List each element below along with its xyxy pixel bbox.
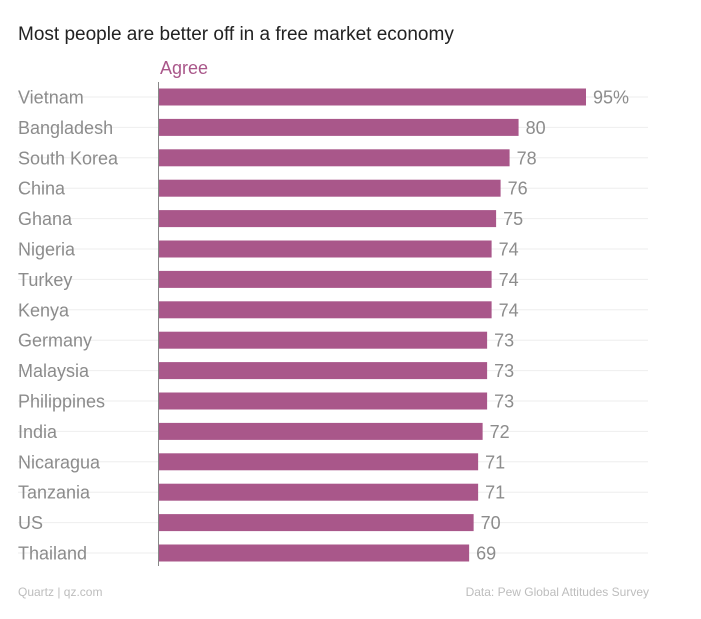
bar-china (159, 179, 501, 197)
category-label: Malaysia (18, 361, 90, 381)
category-label: China (18, 179, 66, 199)
category-label: Tanzania (18, 483, 91, 503)
value-label: 76 (508, 179, 528, 199)
value-label: 72 (490, 422, 510, 442)
footer-credit: Quartz | qz.com (18, 585, 103, 599)
bar-india (159, 422, 483, 440)
category-label: Philippines (18, 392, 105, 412)
bar-south-korea (159, 149, 510, 167)
value-label: 71 (485, 483, 505, 503)
category-label: Germany (18, 331, 92, 351)
bar-ghana (159, 210, 497, 228)
bar-nicaragua (159, 453, 479, 471)
category-label: Bangladesh (18, 118, 113, 138)
bar-kenya (159, 301, 492, 319)
value-label: 74 (499, 270, 519, 290)
value-label: 78 (517, 148, 537, 168)
bar-thailand (159, 544, 470, 562)
category-label: US (18, 513, 43, 533)
bar-vietnam (159, 88, 586, 106)
value-label: 75 (503, 209, 523, 229)
bar-tanzania (159, 483, 479, 501)
category-label: South Korea (18, 148, 119, 168)
footer-data-source: Data: Pew Global Attitudes Survey (465, 585, 649, 599)
value-label: 71 (485, 452, 505, 472)
value-label: 73 (494, 331, 514, 351)
value-label: 69 (476, 544, 496, 564)
category-label: Nigeria (18, 240, 76, 260)
bar-germany (159, 331, 488, 349)
bar-nigeria (159, 240, 492, 258)
category-label: Vietnam (18, 88, 84, 108)
series-label-agree: Agree (160, 58, 209, 78)
value-label: 73 (494, 361, 514, 381)
value-label: 73 (494, 392, 514, 412)
category-label: Nicaragua (18, 452, 101, 472)
bar-malaysia (159, 362, 488, 380)
bar-turkey (159, 270, 492, 288)
bar-bangladesh (159, 118, 519, 136)
value-label: 95% (593, 88, 629, 108)
value-label: 74 (499, 300, 519, 320)
value-label: 80 (526, 118, 546, 138)
category-label: India (18, 422, 58, 442)
category-label: Turkey (18, 270, 72, 290)
chart-title: Most people are better off in a free mar… (18, 24, 454, 45)
bar-philippines (159, 392, 488, 410)
category-label: Thailand (18, 544, 87, 564)
category-label: Kenya (18, 300, 70, 320)
value-label: 70 (481, 513, 501, 533)
category-label: Ghana (18, 209, 73, 229)
bar-us (159, 514, 474, 532)
value-label: 74 (499, 240, 519, 260)
